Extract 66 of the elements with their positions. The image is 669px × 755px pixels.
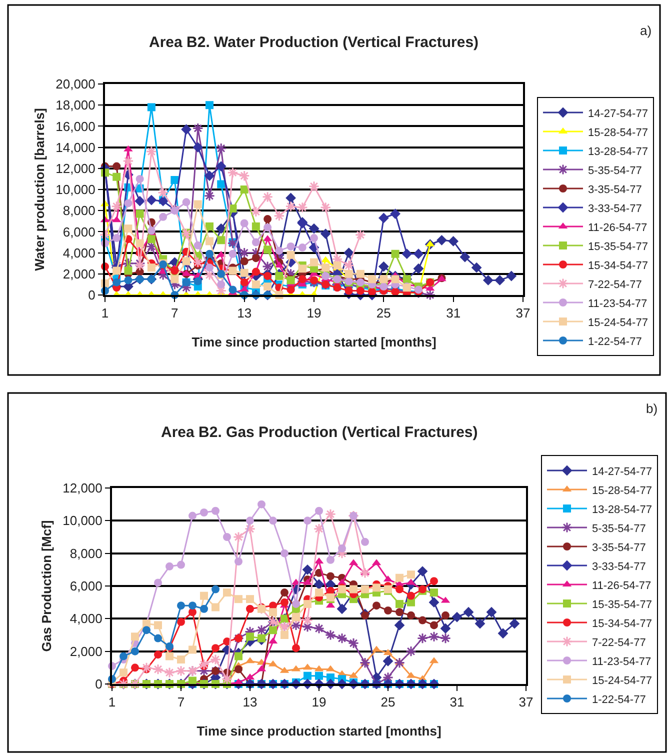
y-tick-label: 12,000 — [56, 160, 96, 176]
x-tick-label: 1 — [101, 306, 109, 321]
legend-label: 3-33-54-77 — [588, 202, 642, 215]
x-tick-label: 37 — [516, 306, 530, 321]
legend-label: 15-34-54-77 — [592, 618, 652, 630]
legend-label: 14-27-54-77 — [588, 108, 648, 120]
x-tick-label: 19 — [306, 306, 322, 321]
legend-label: 15-24-54-77 — [592, 674, 652, 687]
legend-label: 11-26-54-77 — [588, 222, 648, 234]
x-tick-label: 7 — [177, 694, 185, 710]
legend-label: 11-23-54-77 — [588, 298, 648, 310]
legend-label: 14-27-54-77 — [592, 466, 652, 478]
chart-title: Area B2. Gas Production (Vertical Fractures) — [161, 424, 478, 441]
legend-label: 11-23-54-77 — [592, 656, 652, 668]
x-tick-label: 1 — [108, 694, 116, 710]
y-tick-label: 18,000 — [56, 98, 96, 113]
x-tick-label: 13 — [242, 694, 258, 710]
y-tick-label: 10,000 — [62, 513, 102, 528]
chart-title: Area B2. Water Production (Vertical Fractures) — [149, 34, 479, 51]
legend-label: 5-35-54-77 — [588, 164, 642, 177]
legend-label: 13-28-54-77 — [588, 146, 648, 158]
y-tick-label: 4,000 — [70, 611, 102, 626]
y-tick-label: 8,000 — [70, 546, 102, 561]
legend-label: 7-22-54-77 — [588, 278, 642, 291]
legend-label: 15-28-54-77 — [588, 126, 648, 139]
legend-label: 15-24-54-77 — [588, 316, 648, 329]
legend-label: 3-33-54-77 — [592, 560, 646, 573]
legend-label: 11-26-54-77 — [592, 580, 652, 592]
legend-label: 1-22-54-77 — [588, 336, 642, 348]
x-tick-label: 25 — [380, 694, 396, 710]
legend-label: 13-28-54-77 — [592, 504, 652, 516]
legend-label: 15-34-54-77 — [588, 260, 648, 272]
legend-label: 15-35-54-77 — [588, 240, 648, 253]
y-tick-label: 12,000 — [62, 480, 102, 496]
text: a) — [640, 23, 652, 38]
y-tick-label: 6,000 — [62, 224, 96, 240]
x-axis-title: Time since production started [months] — [192, 334, 436, 350]
y-tick-label: 0 — [95, 676, 102, 692]
legend-label: 3-35-54-77 — [592, 542, 646, 554]
x-tick-label: 25 — [376, 306, 391, 321]
x-tick-label: 13 — [237, 306, 252, 321]
y-tick-label: 4,000 — [62, 245, 96, 260]
text: b) — [646, 401, 658, 416]
legend-label: 15-28-54-77 — [592, 484, 652, 497]
legend-label: 3-35-54-77 — [588, 184, 642, 196]
y-tick-label: 16,000 — [56, 118, 96, 134]
y-axis-title: Gas Production [Mcf] — [39, 520, 54, 652]
y-tick-label: 2,000 — [62, 266, 96, 282]
legend-label: 5-35-54-77 — [592, 522, 646, 535]
y-tick-label: 6,000 — [70, 578, 102, 594]
x-tick-label: 31 — [450, 694, 464, 710]
x-tick-label: 7 — [171, 306, 178, 321]
x-tick-label: 37 — [518, 694, 534, 710]
y-tick-label: 14,000 — [56, 140, 96, 155]
x-axis-title: Time since production started [months] — [196, 724, 442, 739]
legend-label: 7-22-54-77 — [592, 636, 646, 649]
y-tick-label: 2,000 — [70, 644, 102, 659]
y-axis-title: Water production [barrels] — [32, 108, 48, 271]
legend-label: 1-22-54-77 — [592, 694, 646, 706]
x-tick-label: 19 — [312, 694, 326, 710]
y-tick-label: 10,000 — [56, 182, 96, 198]
x-tick-label: 31 — [446, 306, 461, 321]
y-tick-label: 20,000 — [56, 76, 96, 92]
y-tick-label: 0 — [88, 288, 96, 303]
y-tick-label: 8,000 — [62, 203, 96, 218]
legend-label: 15-35-54-77 — [592, 598, 652, 611]
